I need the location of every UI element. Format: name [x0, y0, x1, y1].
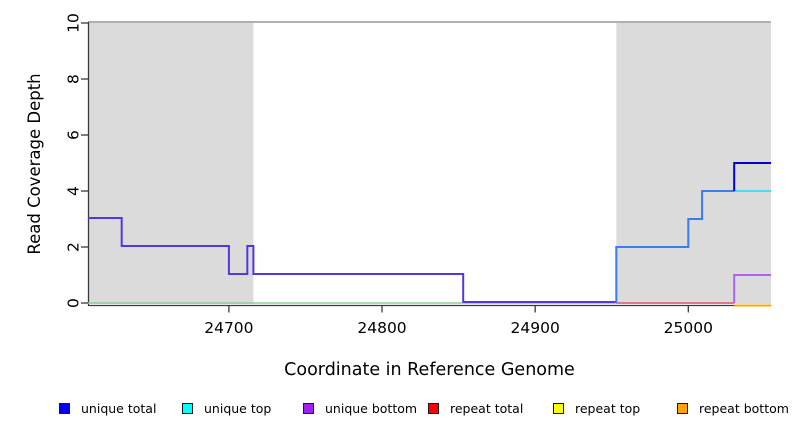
legend-item-repeat-top: repeat top: [553, 398, 640, 418]
y-tick-label: 10: [65, 13, 83, 33]
legend-swatch-repeat-top: [553, 402, 564, 414]
series-line-unique-total-left: [88, 217, 617, 303]
y-tick-label: 8: [65, 74, 83, 84]
x-tick-label: 24700: [204, 319, 253, 337]
legend-swatch-unique-total: [59, 402, 70, 414]
y-tick-label: 2: [65, 242, 83, 252]
y-tick-label: 0: [65, 298, 83, 308]
y-tick-label: 6: [65, 130, 83, 140]
legend-swatch-repeat-total: [428, 402, 439, 414]
legend-swatch-unique-bottom: [303, 402, 314, 414]
legend-item-repeat-total: repeat total: [428, 398, 523, 418]
legend: unique total unique top unique bottom re…: [0, 398, 792, 422]
legend-label: unique top: [204, 400, 272, 416]
x-tick-label: 24800: [357, 319, 406, 337]
legend-item-unique-total: unique total: [59, 398, 156, 418]
y-tick-label: 4: [65, 186, 83, 196]
legend-label: repeat total: [450, 400, 524, 416]
legend-item-unique-top: unique top: [182, 398, 271, 418]
series-line-unique-total-end: [733, 162, 771, 191]
legend-swatch-repeat-bottom: [677, 402, 688, 414]
x-axis-label: Coordinate in Reference Genome: [284, 360, 575, 380]
legend-label: repeat top: [575, 400, 641, 416]
legend-label: repeat bottom: [699, 400, 789, 416]
x-tick-label: 25000: [664, 319, 713, 337]
x-tick-label: 24900: [511, 319, 560, 337]
shaded-region: [88, 23, 254, 304]
legend-swatch-unique-top: [182, 402, 193, 414]
series-line-unique-total-right: [615, 190, 735, 303]
legend-item-repeat-bottom: repeat bottom: [677, 398, 789, 418]
series-line-unique-bottom-purple: [733, 274, 771, 303]
legend-label: unique total: [81, 400, 157, 416]
legend-label: unique bottom: [325, 400, 418, 416]
legend-item-unique-bottom: unique bottom: [303, 398, 417, 418]
